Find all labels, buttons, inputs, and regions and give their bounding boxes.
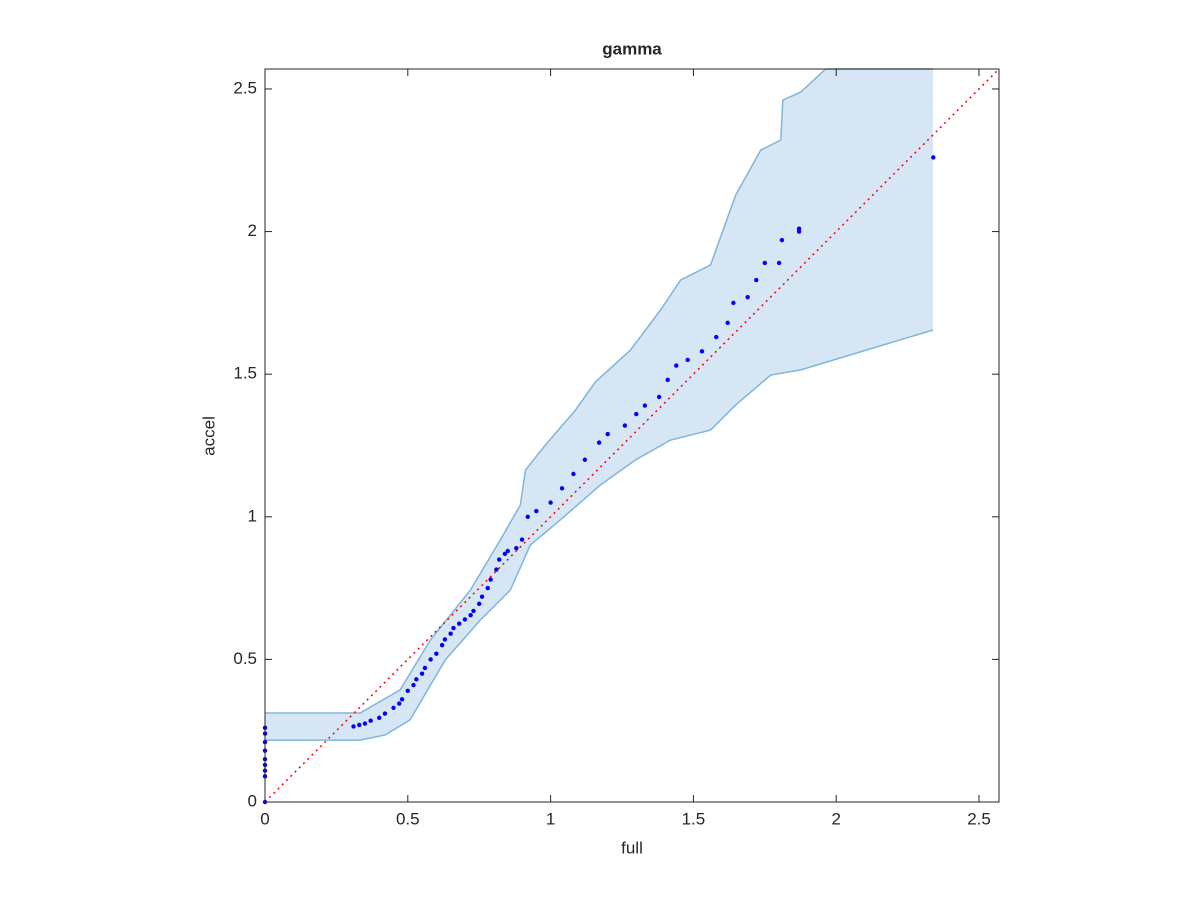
- data-point: [496, 557, 502, 562]
- x-tick-label: 0.5: [396, 809, 420, 828]
- data-point: [479, 594, 485, 599]
- data-point: [377, 715, 382, 721]
- data-point: [419, 671, 425, 676]
- data-point: [399, 697, 405, 702]
- y-axis-label: accel: [199, 416, 218, 456]
- data-point: [714, 334, 719, 340]
- data-point: [571, 471, 576, 477]
- data-point: [534, 508, 539, 514]
- data-point: [559, 486, 565, 491]
- data-point: [485, 585, 490, 591]
- chart-title: gamma: [602, 39, 662, 58]
- x-axis-label: full: [621, 838, 643, 857]
- data-point: [685, 357, 690, 363]
- data-point: [634, 411, 639, 417]
- x-tick-label: 2.5: [967, 809, 991, 828]
- data-point: [505, 548, 510, 554]
- data-point: [434, 651, 439, 656]
- axes-box: [264, 68, 1000, 803]
- y-tick-label: 2: [248, 221, 257, 240]
- data-point: [357, 722, 362, 728]
- data-point: [776, 260, 782, 266]
- data-point: [796, 226, 802, 231]
- x-tick-label: 1.5: [682, 809, 706, 828]
- data-point: [414, 677, 419, 682]
- data-point: [397, 701, 402, 706]
- reference-line: [264, 68, 1000, 803]
- y-tick-label: 0: [248, 791, 257, 810]
- y-tick-label: 1: [248, 506, 257, 525]
- data-point: [439, 642, 445, 648]
- data-point: [405, 688, 411, 693]
- data-point: [468, 612, 473, 618]
- data-point: [725, 320, 730, 326]
- data-point: [488, 577, 493, 582]
- data-point: [525, 514, 530, 519]
- data-point: [665, 377, 670, 383]
- data-point: [622, 423, 628, 428]
- data-point: [642, 403, 648, 408]
- data-point: [605, 431, 610, 437]
- band-edge: [265, 329, 934, 741]
- confidence-band: [265, 69, 934, 741]
- data-point: [457, 621, 462, 626]
- band-edge: [265, 68, 934, 714]
- data-point: [699, 349, 705, 354]
- data-point: [596, 440, 602, 445]
- data-point: [502, 551, 508, 557]
- data-point: [422, 665, 428, 671]
- data-point: [428, 657, 433, 662]
- data-point: [411, 682, 416, 688]
- data-point: [762, 260, 768, 266]
- data-point: [656, 394, 662, 400]
- data-point: [582, 457, 588, 462]
- data-point: [931, 155, 936, 160]
- data-point: [451, 625, 456, 631]
- data-point: [368, 718, 373, 723]
- data-point: [745, 294, 750, 300]
- data-point: [448, 631, 453, 636]
- y-tick-label: 0.5: [233, 649, 257, 668]
- x-tick-label: 1: [546, 809, 555, 828]
- data-point: [471, 608, 476, 614]
- data-point: [442, 637, 448, 642]
- x-tick-label: 2: [831, 809, 840, 828]
- data-point: [382, 711, 388, 716]
- y-tick-label: 1.5: [233, 364, 257, 383]
- data-point: [514, 545, 519, 551]
- data-point: [391, 705, 396, 711]
- data-point: [494, 567, 499, 572]
- data-point: [731, 300, 736, 306]
- x-tick-label: 0: [260, 809, 269, 828]
- data-point: [519, 537, 525, 542]
- data-point: [548, 500, 553, 505]
- data-point: [477, 601, 482, 606]
- data-point: [754, 277, 759, 283]
- data-point: [674, 363, 679, 368]
- data-point: [779, 237, 785, 243]
- y-tick-label: 2.5: [233, 78, 257, 97]
- data-point: [362, 721, 368, 726]
- data-point: [462, 617, 468, 622]
- data-point: [351, 724, 356, 729]
